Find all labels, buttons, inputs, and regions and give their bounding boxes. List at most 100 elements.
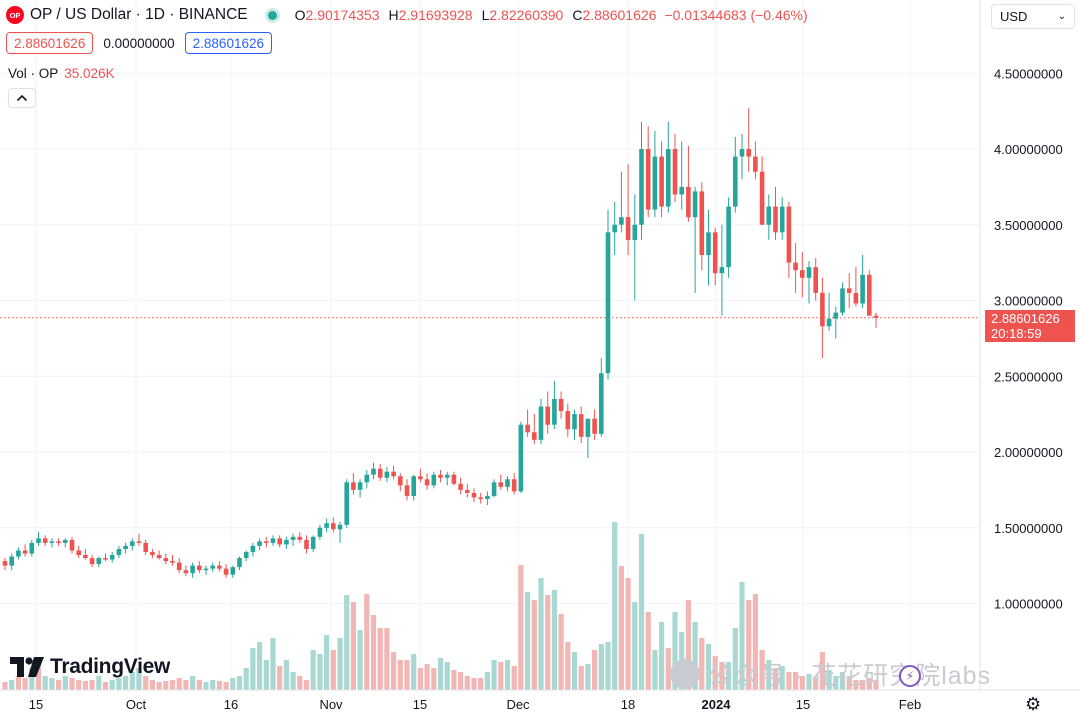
candle-body	[491, 482, 497, 496]
volume-bar	[82, 681, 88, 690]
collapse-legend-button[interactable]	[8, 88, 36, 108]
candle-body	[458, 483, 463, 490]
volume-bar	[464, 676, 470, 690]
volume-bar	[451, 670, 457, 690]
candle-body	[552, 398, 557, 425]
volume-bar	[357, 630, 363, 690]
candle-body	[840, 288, 845, 313]
candle-body	[746, 149, 751, 157]
volume-bar	[35, 660, 42, 690]
market-status-icon[interactable]	[267, 10, 277, 20]
candle-body	[833, 312, 839, 319]
volume-label: Vol · OP	[8, 66, 59, 81]
candle-body	[277, 538, 282, 545]
candle-body	[163, 558, 169, 562]
candle-body	[197, 565, 202, 571]
price-tick-label: 2.50000000	[994, 369, 1063, 384]
time-tick-label: 2024	[702, 697, 732, 712]
volume-bar	[813, 678, 819, 690]
volume-bar	[826, 670, 832, 690]
candle-body	[766, 206, 772, 225]
quote-row: 2.88601626 0.00000000 2.88601626	[6, 32, 272, 54]
candle-body	[331, 523, 336, 530]
currency-select[interactable]: USD ⌄	[991, 4, 1075, 29]
volume-bar	[424, 664, 430, 690]
candle-body	[183, 570, 189, 574]
buy-price-button[interactable]: 2.88601626	[184, 32, 272, 54]
price-axis[interactable]: 4.50000000 4.00000000 3.50000000 3.00000000…	[979, 0, 1080, 718]
settings-gear-icon[interactable]: ⚙	[1025, 694, 1042, 714]
time-axis[interactable]: 15 Oct 16 Nov 15 Dec 18 2024 15 Feb	[0, 689, 1080, 718]
volume-bar	[638, 534, 645, 690]
volume-bar	[196, 680, 202, 690]
volume-bar	[458, 672, 464, 690]
candle-body	[96, 558, 102, 565]
price-tick-label: 4.50000000	[994, 66, 1063, 81]
volume-bar	[605, 642, 611, 690]
volume-bar	[692, 622, 698, 690]
candle-body	[76, 550, 81, 556]
volume-bar	[2, 682, 8, 690]
candle-body	[217, 565, 222, 569]
currency-value: USD	[1000, 9, 1028, 24]
candle-body	[170, 561, 175, 563]
bar-countdown: 20:18:59	[991, 326, 1042, 341]
candle-body	[545, 406, 550, 425]
last-price-value: 2.88601626	[991, 311, 1060, 326]
candle-body	[813, 267, 818, 293]
volume-bar	[846, 676, 852, 690]
volume-bar	[511, 666, 517, 690]
volume-bar	[364, 594, 370, 690]
candle-body	[485, 495, 490, 499]
price-tick-label: 1.50000000	[994, 521, 1063, 536]
candle-body	[384, 471, 390, 478]
volume-bar	[96, 676, 102, 690]
volume-bar	[766, 660, 772, 690]
volume-bar	[571, 652, 578, 690]
tradingview-logo[interactable]: TradingView	[10, 655, 170, 679]
candle-body	[310, 536, 316, 549]
candle-body	[826, 318, 832, 327]
candle-body	[692, 191, 698, 218]
volume-bar	[243, 668, 249, 690]
volume-bar	[699, 638, 705, 690]
candles	[2, 108, 879, 578]
candle-body	[42, 538, 48, 543]
lightning-icon[interactable]: ⚡	[899, 665, 921, 687]
volume-bar	[860, 680, 866, 690]
time-axis-bg	[0, 690, 1080, 718]
buy-price: 2.88601626	[192, 35, 264, 51]
candle-body	[270, 538, 276, 543]
candle-body	[317, 527, 323, 537]
volume-bar	[263, 660, 269, 690]
volume-bar	[76, 680, 82, 690]
candle-body	[659, 156, 664, 207]
candle-body	[29, 542, 35, 554]
high-value: 2.91693928	[398, 7, 473, 23]
candle-body	[578, 414, 584, 437]
candle-body	[451, 474, 457, 484]
volume-bar	[123, 676, 129, 690]
candle-body	[672, 149, 678, 195]
volume-bar	[183, 680, 189, 690]
candle-body	[2, 561, 8, 566]
volume-bar	[525, 592, 531, 690]
candle-body	[625, 217, 631, 240]
candle-body	[243, 551, 249, 559]
volume-bar	[645, 612, 651, 690]
volume-bar	[545, 595, 551, 690]
candle-body	[712, 232, 718, 274]
sell-price-button[interactable]: 2.88601626	[6, 32, 94, 54]
low-value: 2.82260390	[489, 7, 564, 23]
volume-legend: Vol · OP 35.026K	[8, 66, 115, 81]
volume-bar	[839, 672, 846, 690]
candle-body	[733, 156, 738, 207]
volume-bar	[665, 648, 671, 690]
wechat-icon	[670, 659, 700, 689]
volume-bar	[551, 590, 557, 690]
candle-body	[237, 558, 242, 568]
volume-bar	[109, 680, 115, 690]
time-tick-label: 15	[413, 697, 427, 712]
symbol-title[interactable]: OP / US Dollar · 1D · BINANCE	[30, 6, 248, 23]
